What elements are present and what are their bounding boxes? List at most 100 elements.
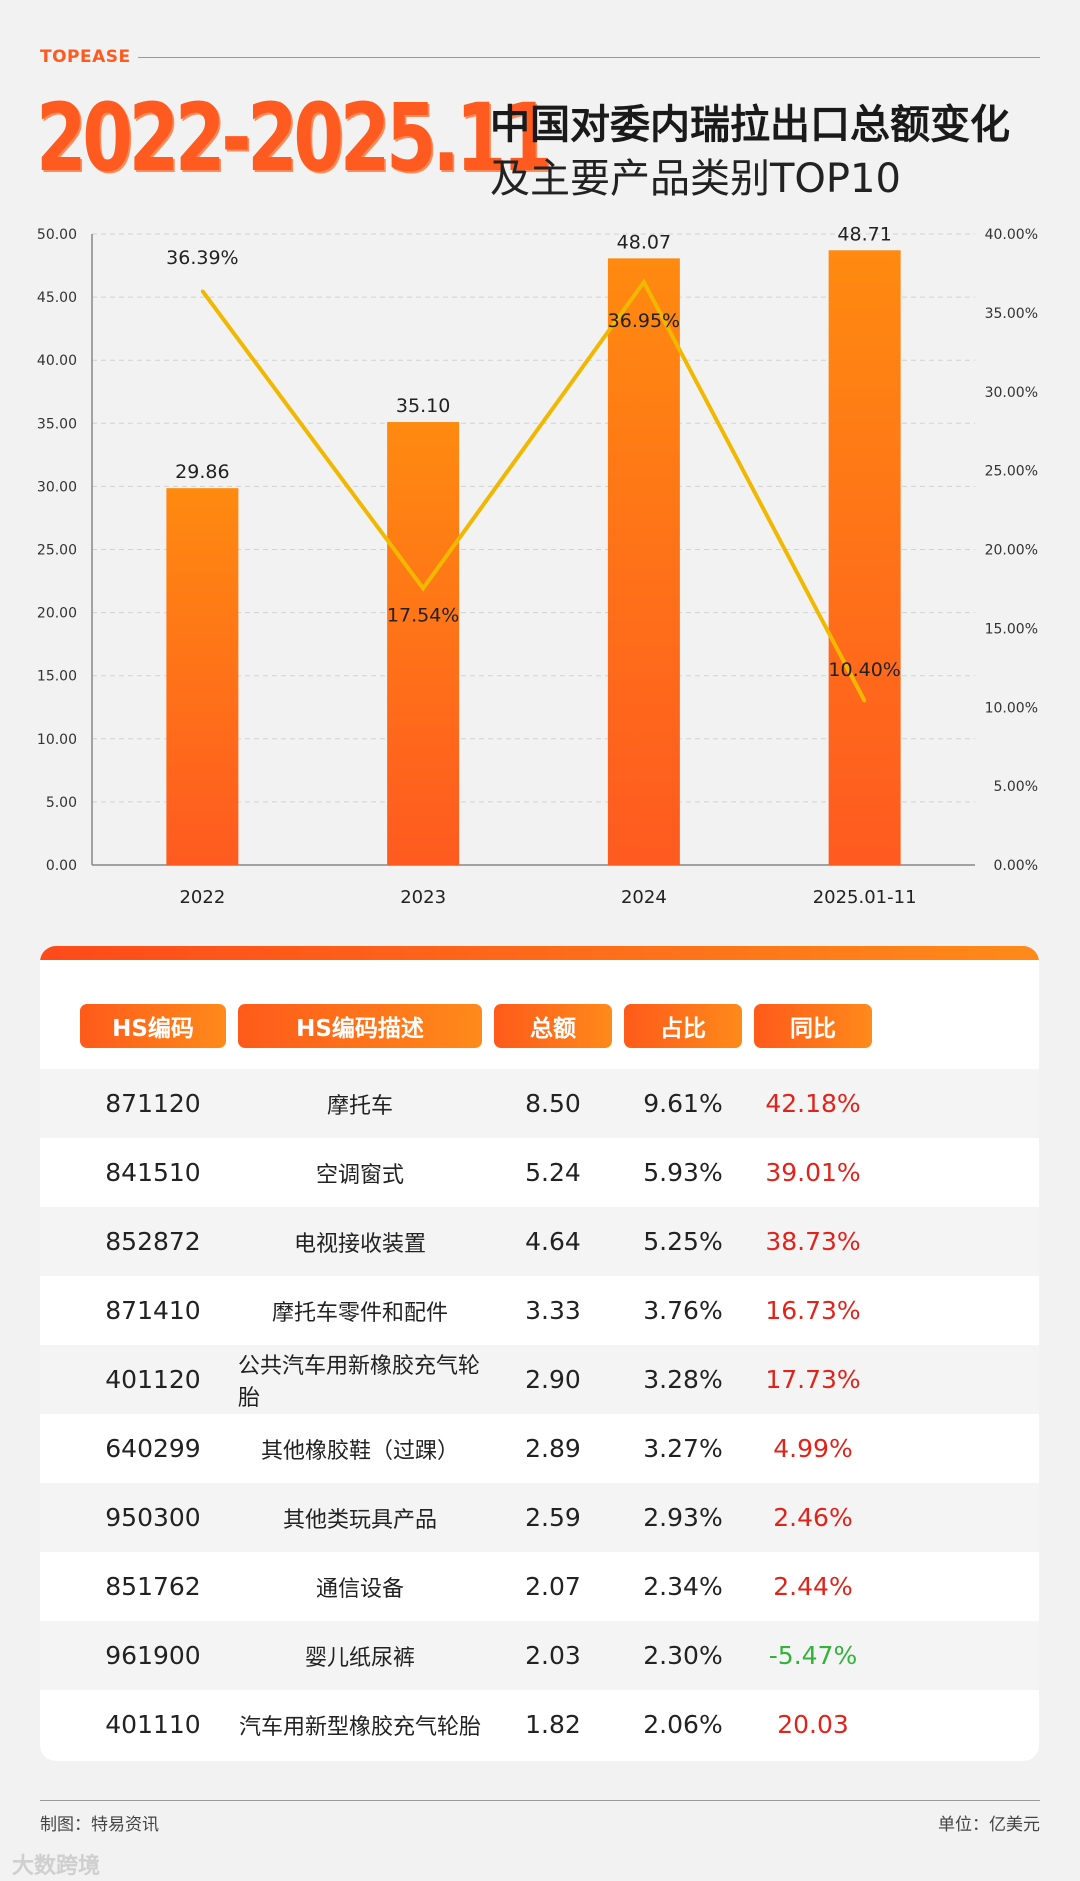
cell-total: 2.03 <box>525 1641 581 1670</box>
bar-value-label: 29.86 <box>175 461 229 483</box>
page-subtitle: 及主要产品类别TOP10 <box>490 156 901 202</box>
y2-tick-label: 20.00% <box>985 543 1038 559</box>
cell-hs-code: 961900 <box>105 1641 201 1670</box>
cell-hs-code: 401120 <box>105 1365 201 1394</box>
cell-share: 3.28% <box>643 1365 723 1394</box>
cell-total: 2.89 <box>525 1434 581 1463</box>
cell-hs-desc: 其他类玩具产品 <box>282 1507 437 1533</box>
cell-hs-desc: 通信设备 <box>315 1576 404 1602</box>
y2-tick-label: 25.00% <box>985 464 1038 480</box>
header-total: 总额 <box>494 1004 612 1048</box>
bar <box>607 258 680 866</box>
cell-total: 5.24 <box>525 1158 581 1187</box>
cell-share: 2.34% <box>643 1572 723 1601</box>
table-row: 871410 摩托车零件和配件 3.33 3.76% 16.73% <box>40 1276 1039 1345</box>
cell-hs-desc: 婴儿纸尿裤 <box>304 1645 415 1671</box>
table-row: 950300 其他类玩具产品 2.59 2.93% 2.46% <box>40 1483 1039 1552</box>
cell-yoy: 39.01% <box>765 1158 861 1187</box>
y-tick-label: 50.00 <box>37 227 77 243</box>
header-divider <box>138 57 1040 58</box>
cell-hs-desc: 电视接收装置 <box>293 1231 426 1257</box>
cell-total: 1.82 <box>525 1710 581 1739</box>
cell-share: 2.93% <box>643 1503 723 1532</box>
cell-total: 2.59 <box>525 1503 581 1532</box>
y-tick-label: 45.00 <box>37 290 77 306</box>
table-row: 852872 电视接收装置 4.64 5.25% 38.73% <box>40 1207 1039 1276</box>
cell-total: 4.64 <box>525 1227 581 1256</box>
y2-tick-label: 40.00% <box>985 227 1038 243</box>
cell-hs-code: 950300 <box>105 1503 201 1532</box>
product-table: HS编码 HS编码描述 总额 占比 同比 871120 摩托车 8.50 9.61% 4… <box>40 946 1039 1761</box>
table-row: 961900 婴儿纸尿裤 2.03 2.30% -5.47% <box>40 1621 1039 1690</box>
cell-hs-desc: 汽车用新型橡胶充气轮胎 <box>238 1714 481 1740</box>
brand-label: TOPEASE <box>40 47 131 67</box>
year-range-title: 2022-2025.11 <box>36 84 553 193</box>
x-tick-label: 2024 <box>621 887 667 908</box>
line-value-label: 36.39% <box>166 247 238 269</box>
cell-total: 2.90 <box>525 1365 581 1394</box>
cell-hs-code: 851762 <box>105 1572 201 1601</box>
cell-hs-code: 640299 <box>105 1434 201 1463</box>
cell-yoy: 42.18% <box>765 1089 861 1118</box>
bar <box>387 422 460 865</box>
header-yoy: 同比 <box>754 1004 872 1048</box>
cell-hs-code: 871410 <box>105 1296 201 1325</box>
table-row: 401120 公共汽车用新橡胶充气轮胎 2.90 3.28% 17.73% <box>40 1345 1039 1414</box>
cell-yoy: 2.46% <box>773 1503 853 1532</box>
cell-share: 3.76% <box>643 1296 723 1325</box>
cell-yoy: 16.73% <box>765 1296 861 1325</box>
cell-yoy: 20.03 <box>777 1710 849 1739</box>
table-row: 851762 通信设备 2.07 2.34% 2.44% <box>40 1552 1039 1621</box>
cell-hs-desc: 空调窗式 <box>315 1162 404 1188</box>
y2-tick-label: 35.00% <box>985 306 1038 322</box>
line-value-label: 17.54% <box>387 604 459 626</box>
y-tick-label: 15.00 <box>37 669 77 685</box>
cell-hs-code: 401110 <box>105 1710 201 1739</box>
cell-share: 2.06% <box>643 1710 723 1739</box>
table-row: 640299 其他橡胶鞋（过踝） 2.89 3.27% 4.99% <box>40 1414 1039 1483</box>
y2-tick-label: 0.00% <box>994 858 1038 874</box>
x-tick-label: 2023 <box>400 887 446 908</box>
bar-value-label: 35.10 <box>396 395 450 417</box>
cell-yoy: -5.47% <box>768 1641 858 1670</box>
bar-value-label: 48.07 <box>617 231 671 253</box>
cell-hs-code: 841510 <box>105 1158 201 1187</box>
y-tick-label: 10.00 <box>37 732 77 748</box>
cell-total: 2.07 <box>525 1572 581 1601</box>
cell-hs-desc: 公共汽车用新橡胶充气轮胎 <box>238 1353 481 1411</box>
cell-share: 2.30% <box>643 1641 723 1670</box>
x-tick-label: 2025.01-11 <box>813 887 917 908</box>
table-row: 871120 摩托车 8.50 9.61% 42.18% <box>40 1069 1039 1138</box>
table-top-bar <box>40 946 1039 960</box>
footer-source: 制图：特易资讯 <box>40 1815 159 1835</box>
x-tick-label: 2022 <box>179 887 225 908</box>
cell-hs-code: 871120 <box>105 1089 201 1118</box>
line-value-label: 36.95% <box>608 310 680 332</box>
bar-value-label: 48.71 <box>837 223 891 245</box>
export-chart: 0.00 5.00 10.00 15.00 20.00 25.00 30.00 35.00 40… <box>37 223 1038 908</box>
table-row: 401110 汽车用新型橡胶充气轮胎 1.82 2.06% 20.03 <box>40 1690 1039 1759</box>
page-title: 中国对委内瑞拉出口总额变化 <box>490 102 1010 148</box>
y-tick-label: 20.00 <box>37 606 77 622</box>
line-value-label: 10.40% <box>828 659 900 681</box>
header-share: 占比 <box>624 1004 742 1048</box>
cell-share: 5.93% <box>643 1158 723 1187</box>
header-hs-desc: HS编码描述 <box>238 1004 482 1048</box>
cell-hs-desc: 摩托车 <box>326 1093 393 1119</box>
y2-tick-label: 15.00% <box>985 621 1038 637</box>
y2-tick-label: 5.00% <box>994 779 1038 795</box>
line-series <box>200 278 867 702</box>
bar <box>828 250 901 866</box>
cell-share: 9.61% <box>643 1089 723 1118</box>
line-point <box>642 280 646 284</box>
y-tick-label: 40.00 <box>37 353 77 369</box>
cell-hs-desc: 摩托车零件和配件 <box>271 1300 448 1326</box>
cell-hs-code: 852872 <box>105 1227 201 1256</box>
cell-yoy: 17.73% <box>765 1365 861 1394</box>
line-point <box>200 289 204 293</box>
cell-yoy: 2.44% <box>773 1572 853 1601</box>
cell-share: 5.25% <box>643 1227 723 1256</box>
y-tick-label: 25.00 <box>37 543 77 559</box>
watermark: 大数跨境 <box>12 1854 101 1879</box>
y-tick-label: 35.00 <box>37 416 77 432</box>
